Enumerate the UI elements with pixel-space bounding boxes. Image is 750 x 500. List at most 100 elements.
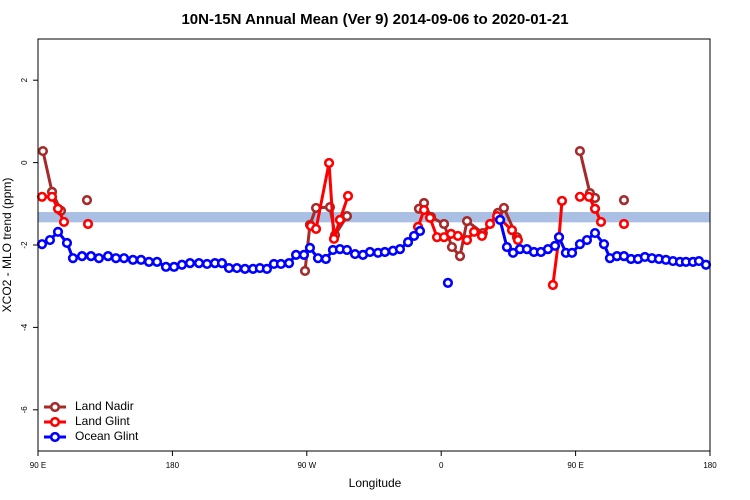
x-tick-label: 180 [703, 461, 717, 470]
legend-label: Land Glint [75, 414, 130, 428]
data-point [127, 254, 139, 265]
legend-marker [49, 401, 61, 413]
data-point [506, 225, 518, 236]
data-point [589, 203, 601, 214]
data-point [231, 262, 243, 274]
data-point [37, 145, 49, 157]
data-point [461, 216, 473, 227]
legend-label: Land Nadir [75, 399, 134, 413]
reference-band [38, 212, 710, 223]
data-point [328, 233, 340, 244]
data-point [261, 263, 273, 274]
data-point [310, 223, 322, 235]
data-point [442, 277, 454, 289]
data-point [402, 237, 414, 248]
data-point [36, 191, 48, 202]
data-point [168, 261, 180, 272]
data-point [223, 262, 235, 274]
data-point [85, 251, 97, 262]
data-point [549, 240, 561, 251]
data-point [93, 253, 105, 264]
data-point [61, 237, 73, 249]
data-point [102, 251, 114, 262]
data-point [143, 256, 155, 267]
data-point [304, 242, 316, 253]
data-point [201, 258, 213, 270]
data-point [547, 279, 559, 291]
data-point [484, 218, 496, 230]
data-point [52, 226, 64, 237]
data-point [160, 261, 172, 272]
data-point [595, 216, 607, 228]
data-point [193, 258, 205, 269]
data-point [700, 259, 712, 270]
data-point [82, 218, 94, 230]
data-point [298, 249, 310, 260]
data-point [476, 230, 488, 242]
y-tick-label: 0 [20, 160, 29, 165]
data-point [452, 230, 464, 242]
data-point [512, 234, 524, 246]
x-tick-label: 90 E [567, 461, 583, 470]
data-point [498, 202, 510, 214]
data-point [239, 263, 251, 274]
x-tick-label: 90 E [30, 461, 46, 470]
x-tick-label: 180 [166, 461, 180, 470]
data-point [446, 241, 458, 253]
data-point [275, 258, 287, 270]
data-point [110, 253, 122, 264]
data-point [424, 212, 436, 223]
data-point [349, 248, 361, 260]
data-point [364, 246, 376, 258]
data-point [341, 244, 353, 256]
y-tick-label: 2 [20, 77, 29, 82]
data-point [135, 254, 147, 265]
data-point [414, 225, 426, 237]
data-point [583, 191, 594, 202]
data-point [454, 251, 466, 262]
data-point [618, 194, 630, 206]
data-point [379, 246, 391, 258]
data-point [299, 265, 311, 277]
data-point [44, 234, 56, 246]
data-point [553, 232, 565, 243]
data-point [438, 218, 450, 230]
x-axis-label: Longitude [349, 476, 402, 490]
data-point [52, 203, 64, 214]
data-point [184, 258, 196, 269]
data-point [581, 234, 593, 246]
data-point [323, 157, 335, 169]
legend-marker [49, 416, 61, 428]
data-point [574, 239, 586, 250]
legend-label: Ocean Glint [75, 429, 139, 443]
data-point [574, 145, 586, 157]
data-point [283, 258, 295, 269]
data-point [461, 234, 473, 246]
y-tick-label: -6 [20, 406, 29, 414]
data-point [468, 226, 480, 237]
data-point [618, 218, 630, 230]
y-axis-label: XCO2 - MLO trend (ppm) [0, 178, 14, 313]
legend-marker [49, 431, 61, 443]
x-tick-label: 0 [439, 461, 444, 470]
data-point [36, 239, 48, 250]
data-point [46, 191, 58, 202]
data-point [494, 214, 506, 225]
data-point [574, 191, 586, 202]
plot-frame [37, 38, 711, 452]
data-point [418, 204, 430, 216]
data-point [176, 259, 188, 270]
data-point [118, 253, 130, 264]
data-point [598, 239, 610, 250]
chart-title: 10N-15N Annual Mean (Ver 9) 2014-09-06 t… [181, 11, 568, 28]
data-point [556, 195, 568, 207]
data-point [67, 253, 79, 264]
y-tick-label: -2 [20, 241, 29, 249]
y-tick-label: -4 [20, 323, 29, 331]
data-point [394, 244, 406, 255]
data-point [320, 253, 332, 265]
data-point [76, 251, 88, 262]
data-point [81, 194, 93, 206]
